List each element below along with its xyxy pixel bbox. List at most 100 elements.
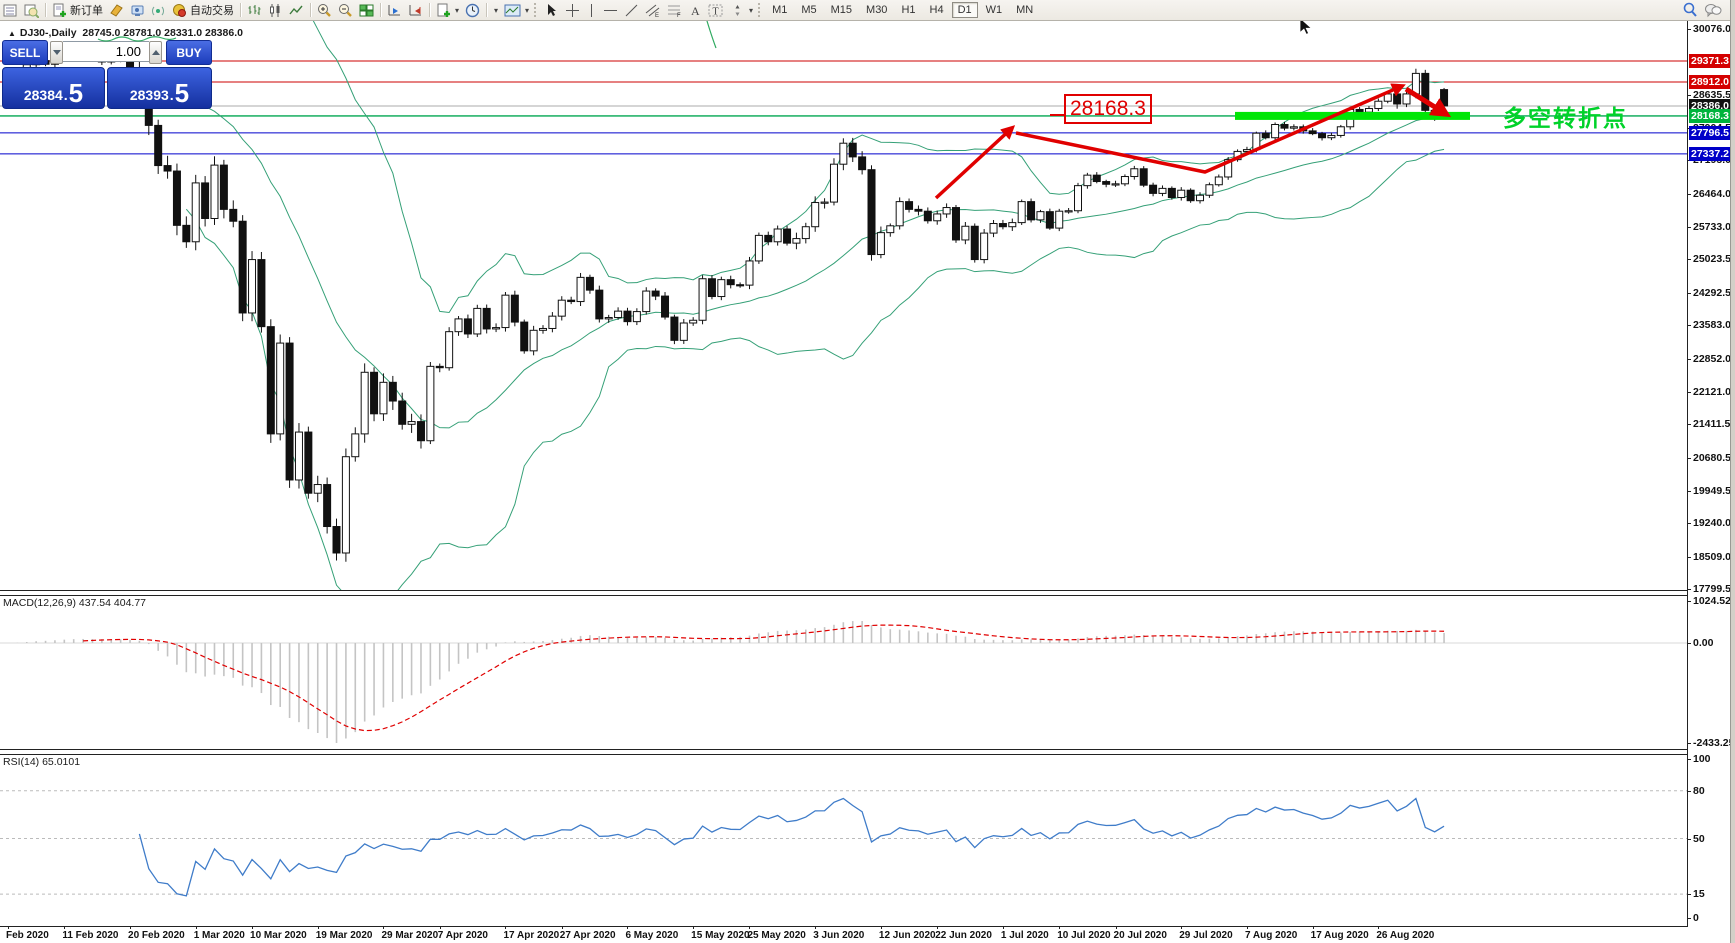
timeframe-m15[interactable]: M15	[830, 4, 853, 16]
candle-body	[510, 294, 519, 323]
svg-text:T: T	[713, 6, 719, 17]
template-icon[interactable]: ▾	[501, 1, 532, 19]
pane-separator-macd[interactable]	[0, 590, 1688, 596]
svg-text:A: A	[691, 4, 700, 18]
channel-tool[interactable]: E	[642, 1, 664, 19]
clock-icon[interactable]	[462, 1, 483, 19]
date-tick	[195, 926, 197, 929]
search-icon[interactable]	[1679, 1, 1701, 19]
date-label: 3 Jun 2020	[813, 930, 865, 941]
pane-separator-rsi[interactable]	[0, 749, 1688, 755]
timeframe-h1[interactable]: H1	[901, 4, 916, 16]
date-label: 17 Apr 2020	[503, 930, 560, 941]
zoom-out-icon[interactable]	[335, 1, 356, 19]
sell-button[interactable]: SELL	[2, 40, 48, 65]
price-tick-label: 25733.0	[1688, 221, 1731, 234]
timeframe-w1[interactable]: W1	[985, 4, 1003, 16]
candle-body	[736, 284, 745, 287]
ohlc-values: 28745.0 28781.0 28331.0 28386.0	[82, 27, 243, 39]
timeframe-m1[interactable]: M1	[772, 4, 788, 16]
date-axis[interactable]: Feb 2020 11 Feb 2020 20 Feb 2020 1 Mar 2020…	[0, 926, 1730, 943]
crosshair-tool[interactable]	[562, 1, 583, 19]
date-tick	[880, 926, 882, 929]
chart-shift-icon[interactable]	[384, 1, 405, 19]
price-axis[interactable]: 30076.028635.527904.527195.026464.025733…	[1687, 20, 1734, 943]
timeframe-m30[interactable]: M30	[866, 4, 888, 16]
price-tick-label: 22121.0	[1688, 385, 1731, 398]
candle-body	[454, 318, 463, 333]
candle-body	[1393, 93, 1402, 105]
candle-body	[257, 259, 266, 328]
profiles-dropdown[interactable]: ▾	[494, 5, 499, 15]
text-label-tool[interactable]: T	[705, 1, 727, 19]
date-label: 19 Mar 2020	[315, 930, 373, 941]
candle-body	[604, 317, 613, 320]
symbol-period: DJ30-,Daily	[19, 27, 77, 39]
candle-body	[567, 299, 576, 303]
candle-body	[219, 164, 228, 210]
text-tool[interactable]: A	[686, 1, 705, 19]
price-tick-label: 24292.5	[1688, 286, 1731, 299]
main-chart-pane[interactable]	[0, 20, 1688, 591]
timeframe-h4[interactable]: H4	[929, 4, 944, 16]
price-tick-label: 17799.5	[1688, 583, 1731, 596]
price-tick-label: 19949.5	[1688, 484, 1731, 497]
new-order-button[interactable]: 新订单	[49, 1, 106, 19]
candle-body	[980, 232, 989, 261]
trend-arrow-2	[1015, 83, 1406, 174]
candle-body	[1158, 187, 1167, 194]
candlestick-chart-icon[interactable]	[265, 1, 286, 19]
volume-input[interactable]	[63, 41, 149, 62]
tile-windows-icon[interactable]	[356, 1, 377, 19]
zoom-in-icon[interactable]	[314, 1, 335, 19]
market-watch-icon[interactable]	[0, 1, 21, 19]
window-edge-strip[interactable]	[1730, 0, 1735, 943]
candle-body	[811, 202, 820, 228]
candle-body	[341, 456, 350, 554]
candle-body	[1083, 174, 1092, 187]
volume-decrease-button[interactable]	[50, 41, 63, 64]
bollinger-lower	[185, 148, 1445, 591]
timeframe-m5[interactable]: M5	[801, 4, 817, 16]
timeframe-mn[interactable]: MN	[1016, 4, 1034, 16]
candle-body	[998, 223, 1007, 228]
trendline-tool[interactable]	[621, 1, 642, 19]
triangle-down-icon	[52, 50, 61, 55]
vertical-line-tool[interactable]	[583, 1, 600, 19]
timeframe-d1[interactable]: D1	[951, 2, 978, 18]
candle-body	[1308, 130, 1317, 135]
auto-scroll-icon[interactable]	[405, 1, 426, 19]
candle-body	[492, 327, 501, 330]
styler-icon[interactable]	[106, 1, 127, 19]
bar-chart-icon[interactable]	[244, 1, 265, 19]
new-chart-button[interactable]: ▾	[433, 1, 462, 19]
candle-body	[886, 225, 895, 234]
terminal-icon[interactable]	[127, 1, 148, 19]
strategy-tester-icon[interactable]	[148, 1, 169, 19]
horizontal-line-tool[interactable]	[600, 1, 621, 19]
arrows-tool[interactable]: ▾	[727, 1, 756, 19]
candle-body	[266, 326, 275, 435]
fibonacci-tool[interactable]: F	[664, 1, 686, 19]
buy-button[interactable]: BUY	[166, 40, 212, 65]
data-window-icon[interactable]	[21, 1, 42, 19]
buy-price-box[interactable]: 28393. 5	[107, 67, 212, 109]
candle-body	[1402, 93, 1411, 105]
rsi-indicator-pane[interactable]	[0, 752, 1688, 926]
date-label: Feb 2020	[6, 930, 49, 941]
volume-increase-button[interactable]	[149, 41, 162, 64]
autotrading-label: 自动交易	[190, 5, 234, 17]
pivot-zone-bar	[1235, 111, 1470, 120]
cursor-tool[interactable]	[541, 1, 562, 19]
candle-body	[1336, 126, 1345, 136]
candle-body	[585, 276, 594, 291]
chat-icon[interactable]	[1701, 1, 1725, 19]
candle-body	[388, 381, 397, 402]
date-label: 20 Feb 2020	[128, 930, 185, 941]
autotrading-button[interactable]: 自动交易	[169, 1, 237, 19]
macd-indicator-pane[interactable]	[0, 593, 1688, 750]
date-label: 20 Jul 2020	[1113, 930, 1167, 941]
date-tick	[130, 926, 132, 929]
sell-price-box[interactable]: 28384. 5	[2, 67, 105, 109]
line-chart-icon[interactable]	[286, 1, 307, 19]
